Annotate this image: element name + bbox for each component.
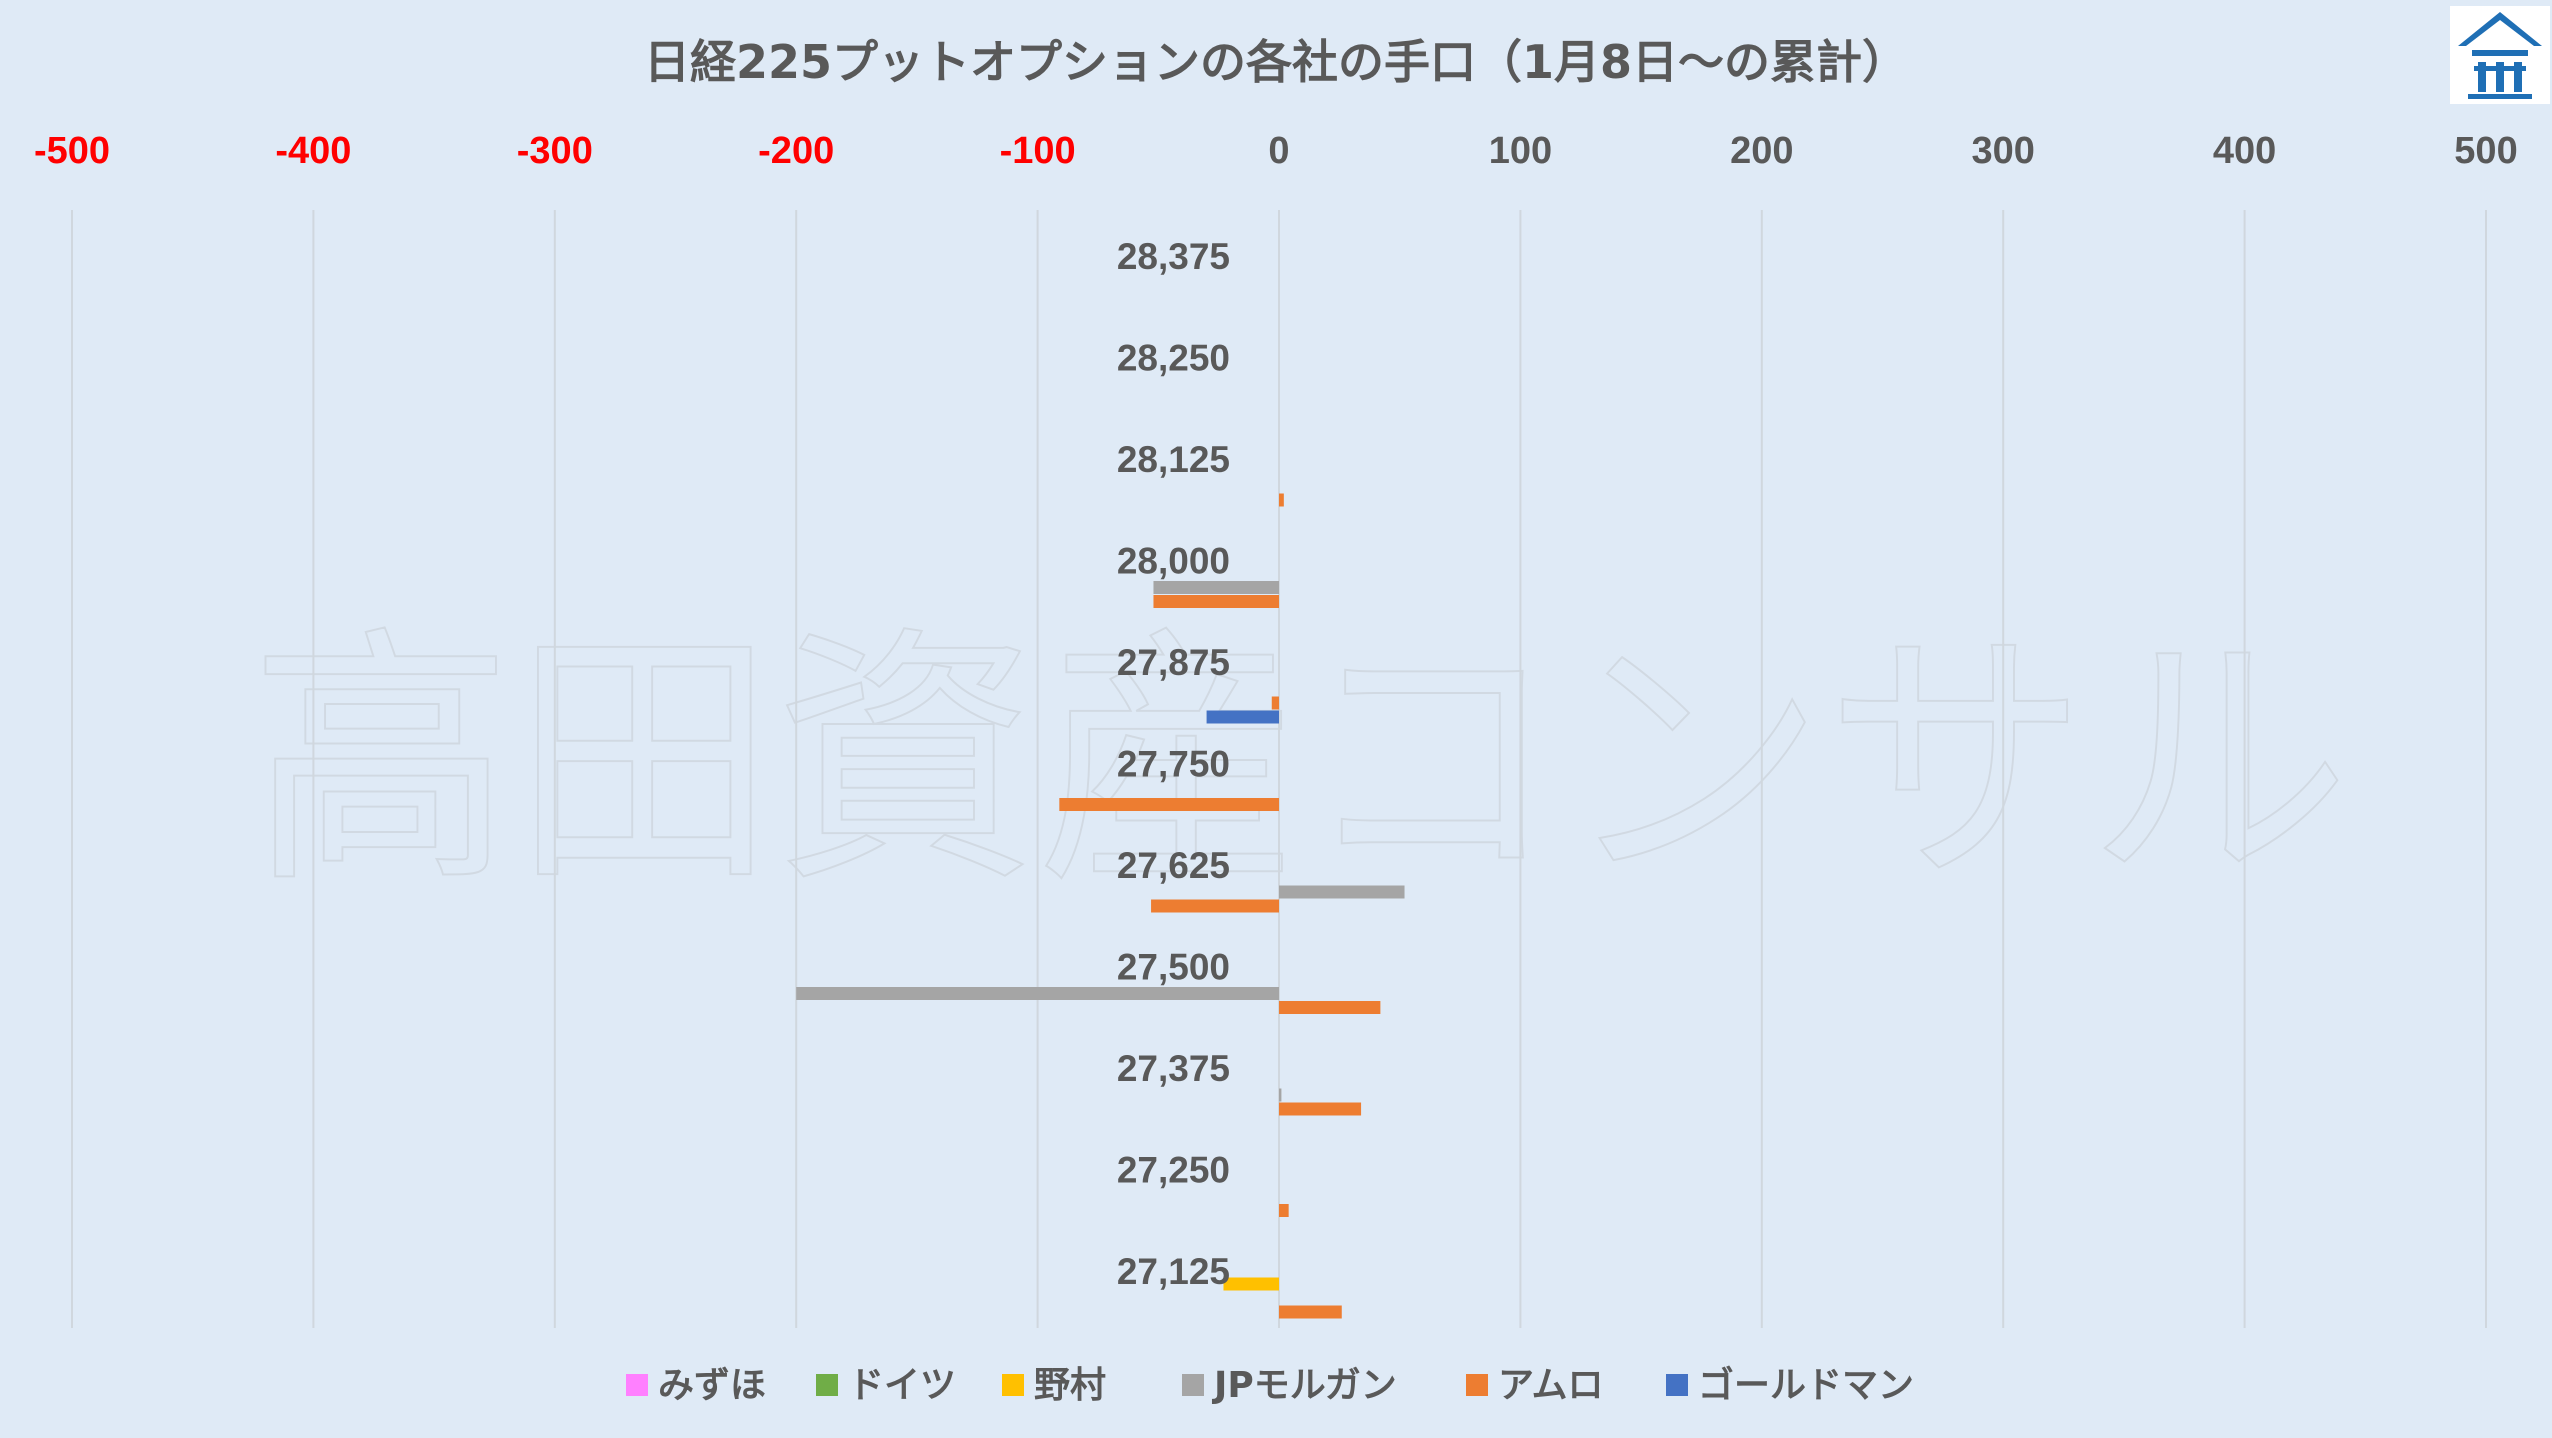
legend-swatch <box>1466 1374 1488 1396</box>
bar-10-2 <box>1223 1277 1279 1291</box>
bar-8-4 <box>1279 1102 1362 1116</box>
bar-3-3 <box>1153 581 1279 594</box>
x-tick-label: 100 <box>1489 130 1552 172</box>
bar-5-4 <box>1059 798 1279 811</box>
legend-swatch <box>1666 1374 1688 1396</box>
legend-swatch <box>1002 1374 1024 1396</box>
legend-label: 野村 <box>1034 1365 1106 1406</box>
legend-label: JPモルガン <box>1211 1365 1397 1406</box>
x-tick-label: 0 <box>1268 130 1289 172</box>
x-tick-label: -400 <box>275 130 351 172</box>
gridlines <box>71 210 2487 1328</box>
bar-7-3 <box>796 987 1279 1000</box>
legend-label: みずほ <box>658 1365 766 1406</box>
category-label: 27,375 <box>1117 1048 1230 1089</box>
bar-4-5 <box>1206 710 1279 724</box>
chart-title: 日経225プットオプションの各社の手口（1月8日～の累計） <box>644 35 1908 89</box>
category-label: 27,750 <box>1117 744 1230 785</box>
legend-swatch <box>816 1374 838 1396</box>
category-label: 28,000 <box>1117 541 1230 582</box>
x-tick-label: -200 <box>758 130 834 172</box>
bar-10-4 <box>1279 1305 1342 1319</box>
x-tick-label: 500 <box>2454 130 2517 172</box>
legend-item: アムロ <box>1466 1365 1603 1406</box>
x-tick-label: 200 <box>1730 130 1793 172</box>
bars <box>796 493 1405 1319</box>
bar-2-4 <box>1279 493 1284 507</box>
category-label: 27,500 <box>1117 947 1230 988</box>
x-axis-ticks: -500 -400 -300 -200 -100 0 100 200 300 400 500 <box>34 130 2518 172</box>
x-tick-label: -300 <box>517 130 593 172</box>
category-label: 27,125 <box>1117 1251 1230 1292</box>
category-label: 28,125 <box>1117 439 1230 480</box>
x-tick-label: 400 <box>2213 130 2276 172</box>
legend-label: ゴールドマン <box>1698 1364 1914 1406</box>
bar-7-4 <box>1279 1001 1381 1014</box>
legend-item: みずほ <box>626 1365 766 1406</box>
category-label: 28,375 <box>1117 236 1230 277</box>
x-tick-label: -100 <box>1000 130 1076 172</box>
legend-label: アムロ <box>1498 1365 1603 1406</box>
bar-8-3 <box>1279 1088 1282 1102</box>
category-labels: 28,375 28,250 28,125 28,000 27,875 27,750 27,6… <box>1117 236 1230 1292</box>
watermark: 高田資産コンサル <box>249 603 2351 920</box>
bar-3-4 <box>1153 595 1279 608</box>
bar-6-4 <box>1151 899 1279 913</box>
category-label: 27,250 <box>1117 1150 1230 1191</box>
bar-6-3 <box>1279 885 1405 899</box>
legend-swatch <box>626 1374 648 1396</box>
legend: みずほ ドイツ 野村 JPモルガン アムロ ゴールドマン <box>626 1364 1914 1406</box>
bar-9-4 <box>1279 1204 1289 1217</box>
category-label: 27,625 <box>1117 845 1230 886</box>
x-tick-label: 300 <box>1971 130 2034 172</box>
legend-item: ゴールドマン <box>1666 1364 1914 1406</box>
legend-swatch <box>1182 1374 1204 1396</box>
legend-item: 野村 <box>1002 1365 1106 1406</box>
x-tick-label: -500 <box>34 130 110 172</box>
legend-item: ドイツ <box>816 1365 956 1406</box>
legend-label: ドイツ <box>848 1365 956 1406</box>
category-label: 28,250 <box>1117 338 1230 379</box>
category-label: 27,875 <box>1117 642 1230 683</box>
house-logo-icon <box>2450 6 2550 104</box>
bar-4-4 <box>1271 696 1279 710</box>
legend-item: JPモルガン <box>1182 1365 1397 1406</box>
watermark-text: 高田資産コンサル <box>250 604 2350 919</box>
